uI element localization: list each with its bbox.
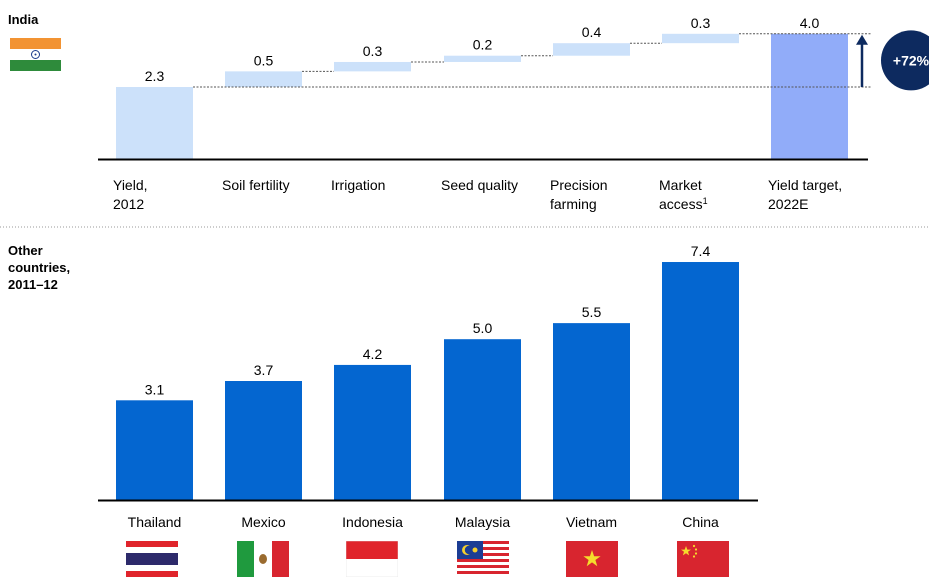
vietnam-flag-icon <box>566 541 618 577</box>
other-countries-section-label: Other countries, 2011–12 <box>8 242 70 293</box>
china-flag-icon <box>677 541 729 577</box>
country-bar <box>662 262 739 500</box>
country-bar <box>553 323 630 500</box>
waterfall-category-label: Yield, 2012 <box>113 177 148 212</box>
waterfall-bar <box>553 43 630 56</box>
country-value-label: 3.7 <box>254 362 274 378</box>
waterfall-value-label: 4.0 <box>800 15 820 31</box>
waterfall-value-label: 0.2 <box>473 37 493 53</box>
increase-arrow-head <box>856 34 868 45</box>
indonesia-flag-icon <box>346 541 398 577</box>
waterfall-category-label: Irrigation <box>331 177 385 193</box>
country-category-label: Vietnam <box>566 514 617 530</box>
country-value-label: 3.1 <box>145 381 165 397</box>
waterfall-value-label: 0.3 <box>363 43 383 59</box>
waterfall-category-label: Seed quality <box>441 177 518 193</box>
growth-badge <box>881 30 929 91</box>
country-bar <box>116 400 193 500</box>
country-category-label: Thailand <box>128 514 182 530</box>
country-category-label: Mexico <box>241 514 286 530</box>
waterfall-bar <box>771 33 848 159</box>
country-bar <box>444 339 521 500</box>
waterfall-bar <box>444 55 521 62</box>
country-category-label: China <box>682 514 719 530</box>
country-bar <box>225 381 302 500</box>
country-value-label: 7.4 <box>691 243 711 259</box>
waterfall-value-label: 0.5 <box>254 52 274 68</box>
waterfall-bar <box>334 61 411 72</box>
country-category-label: Indonesia <box>342 514 403 530</box>
waterfall-value-label: 0.4 <box>582 24 602 40</box>
waterfall-bar <box>662 33 739 44</box>
india-section-label: India <box>8 12 39 27</box>
waterfall-bar <box>116 87 193 159</box>
country-category-label: Malaysia <box>455 514 510 530</box>
waterfall-value-label: 2.3 <box>145 68 165 84</box>
waterfall-bar <box>225 71 302 88</box>
waterfall-value-label: 0.3 <box>691 15 711 31</box>
waterfall-category-label: Yield target, 2022E <box>768 177 842 212</box>
malaysia-flag-icon <box>457 541 509 577</box>
country-bar <box>334 364 411 500</box>
country-value-label: 5.5 <box>582 304 602 320</box>
country-value-label: 5.0 <box>473 320 493 336</box>
thailand-flag-icon <box>126 541 178 577</box>
other-label-line2: countries, <box>8 260 71 275</box>
india-flag-icon <box>10 38 61 71</box>
waterfall-category-label: Precision farming <box>550 177 608 212</box>
other-label-line3: 2011–12 <box>8 277 58 292</box>
waterfall-category-label: Soil fertility <box>222 177 290 193</box>
other-label-line1: Other <box>8 243 43 258</box>
growth-badge-text: +72% <box>893 52 929 68</box>
country-value-label: 4.2 <box>363 346 383 362</box>
waterfall-category-label: Market access1 <box>659 177 708 212</box>
mexico-flag-icon <box>237 541 289 577</box>
